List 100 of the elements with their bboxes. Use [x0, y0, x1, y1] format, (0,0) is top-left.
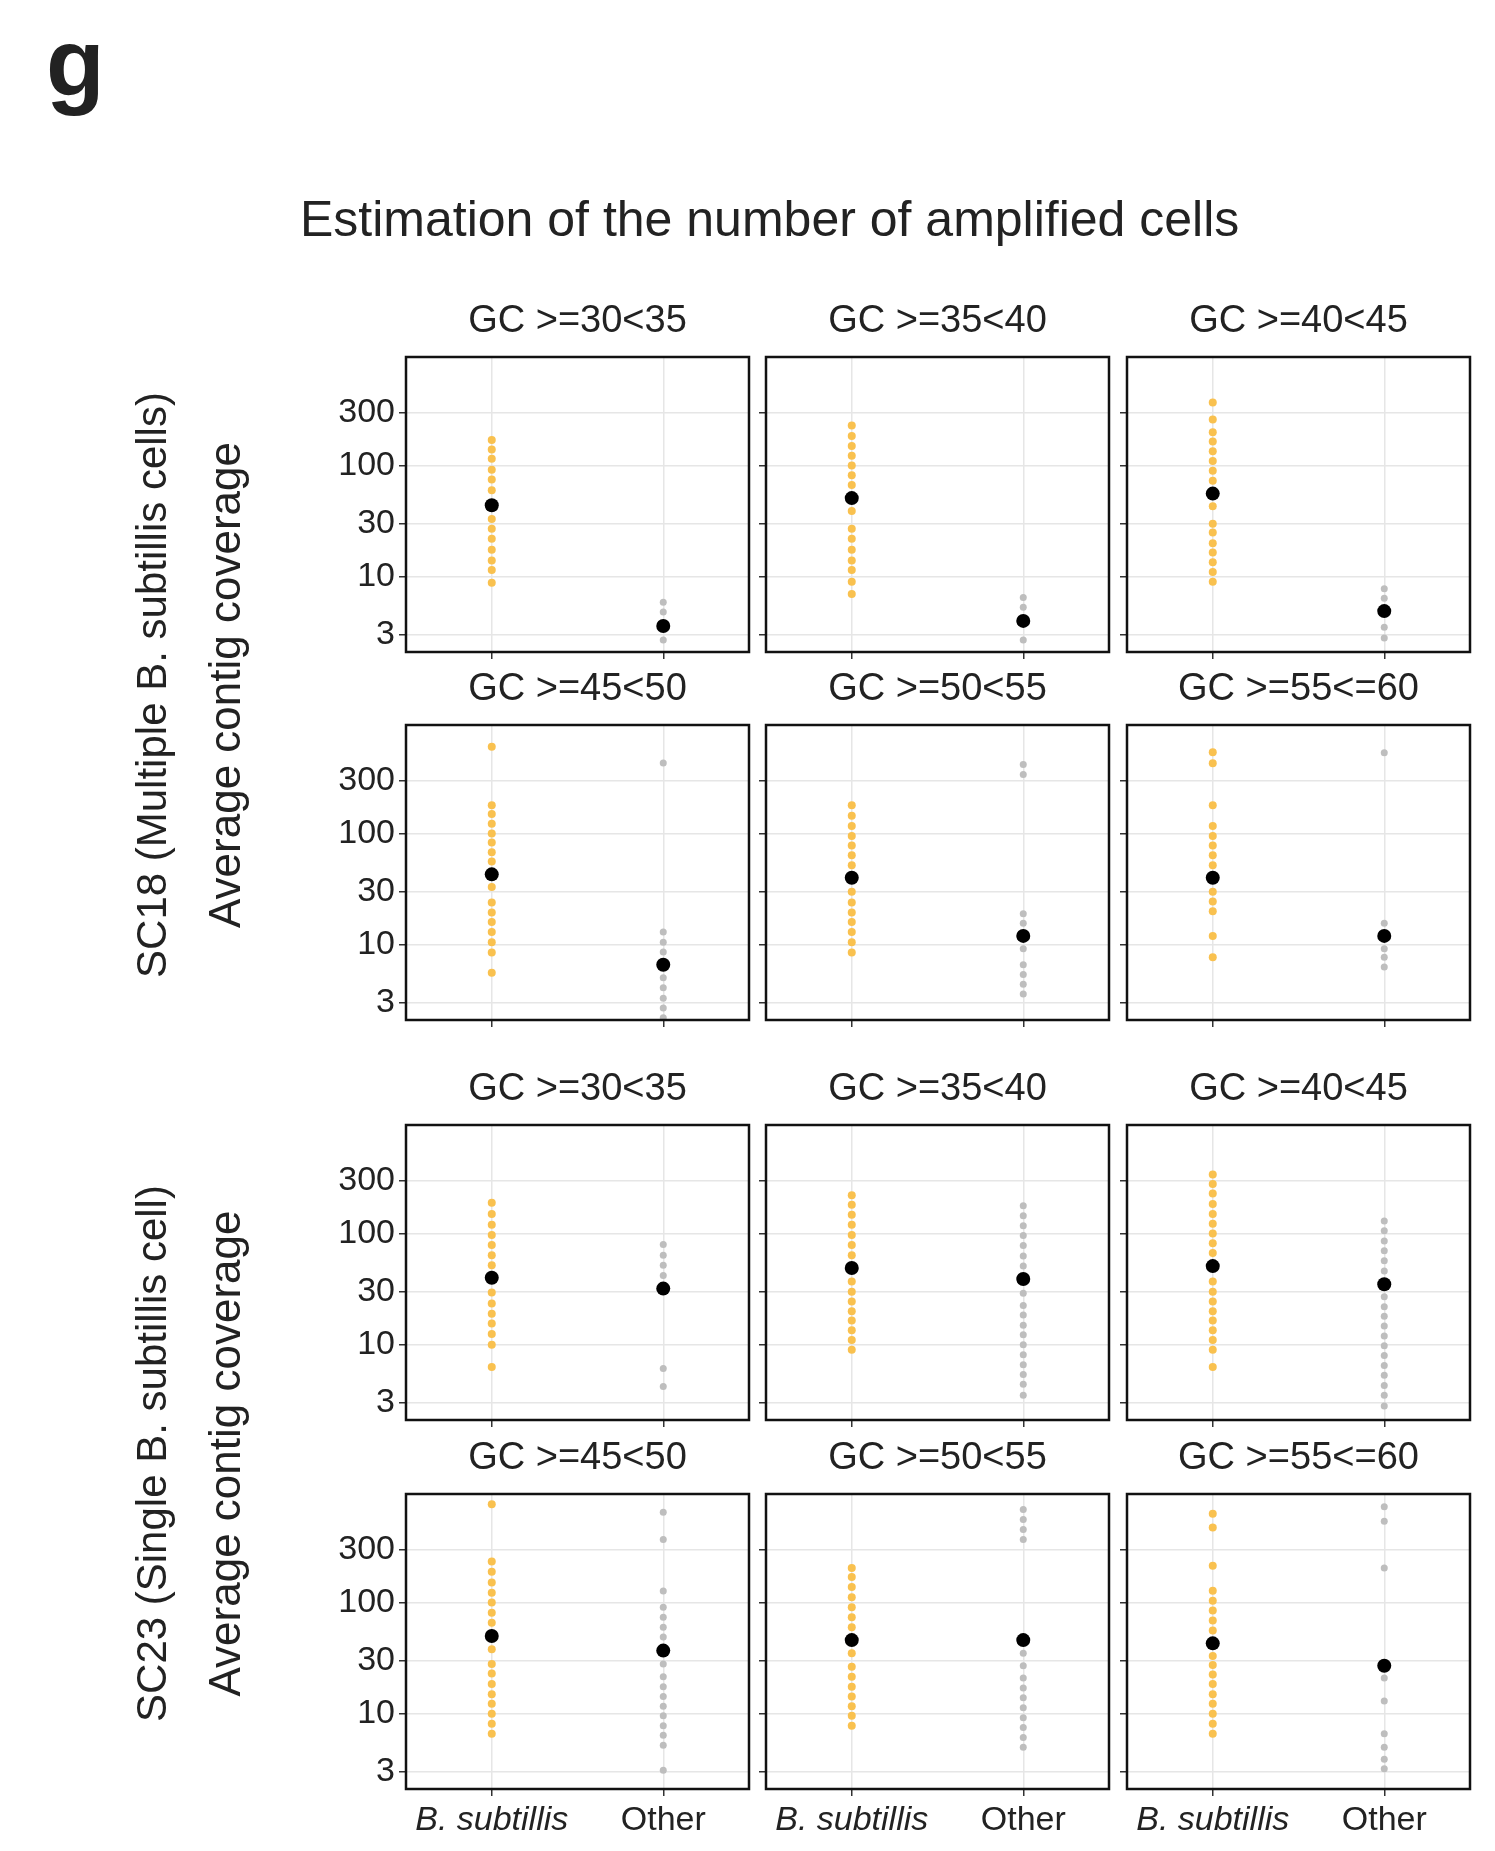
point — [487, 445, 496, 454]
point — [487, 857, 496, 866]
point — [487, 801, 496, 810]
point — [847, 861, 856, 870]
text: SC18 (Multiple B. subtillis cells) — [128, 391, 176, 980]
point — [487, 1220, 496, 1229]
point — [847, 832, 856, 841]
point — [847, 577, 856, 586]
point — [487, 515, 496, 524]
point — [847, 471, 856, 480]
chart-title: GC >=35<40 — [827, 1066, 1048, 1109]
point — [487, 1319, 496, 1328]
point — [1208, 832, 1217, 841]
point — [1208, 558, 1217, 567]
point — [847, 928, 856, 937]
point — [847, 811, 856, 820]
chart-title: GC >=40<45 — [1188, 1066, 1409, 1109]
y-tick-label: 3 — [376, 1381, 395, 1420]
point — [1208, 748, 1217, 757]
point — [487, 1261, 496, 1270]
point — [1208, 822, 1217, 831]
point — [1208, 759, 1217, 768]
y-axis-title: Average contig coverage — [200, 441, 250, 930]
chart-title: GC >=30<35 — [467, 298, 688, 341]
point — [487, 1251, 496, 1260]
point — [487, 1231, 496, 1240]
point — [487, 908, 496, 917]
y-tick-label: 3 — [376, 981, 395, 1020]
point — [1208, 457, 1217, 466]
point — [487, 545, 496, 554]
point — [847, 851, 856, 860]
point — [1208, 851, 1217, 860]
point — [847, 545, 856, 554]
point — [487, 475, 496, 484]
point — [487, 742, 496, 751]
point — [487, 848, 496, 857]
point — [847, 918, 856, 927]
point — [1208, 528, 1217, 537]
chart-title: GC >=30<35 — [467, 1066, 688, 1109]
point — [487, 898, 496, 907]
y-tick-label: 30 — [357, 502, 395, 541]
chart-title: GC >=55<=60 — [1177, 666, 1420, 709]
point — [847, 898, 856, 907]
y-tick-label: 10 — [357, 555, 395, 594]
point — [1208, 466, 1217, 475]
text: g — [46, 8, 105, 118]
point — [847, 938, 856, 947]
point — [487, 454, 496, 463]
point — [1208, 577, 1217, 586]
x-tick-label: Other — [1341, 1798, 1427, 1837]
point — [1208, 897, 1217, 906]
point — [1208, 953, 1217, 962]
point — [1205, 870, 1220, 885]
point — [1208, 539, 1217, 548]
point — [1208, 447, 1217, 456]
point — [487, 1198, 496, 1207]
point — [847, 589, 856, 598]
point — [484, 1270, 499, 1285]
point — [487, 436, 496, 445]
point — [487, 565, 496, 574]
point — [1208, 801, 1217, 810]
point — [847, 887, 856, 896]
point — [487, 829, 496, 838]
y-tick-label: 300 — [338, 1158, 395, 1197]
point — [487, 1309, 496, 1318]
point — [847, 524, 856, 533]
point — [847, 421, 856, 430]
y-tick-label: 30 — [357, 1639, 395, 1678]
chart-title: GC >=45<50 — [467, 666, 688, 709]
x-tick-label: B. subtillis — [775, 1798, 929, 1837]
point — [1208, 907, 1217, 916]
point — [847, 948, 856, 957]
point — [847, 841, 856, 850]
point — [487, 1240, 496, 1249]
y-tick-label: 10 — [357, 923, 395, 962]
y-axis-title: Average contig coverage — [200, 1209, 250, 1699]
point — [847, 442, 856, 451]
point — [487, 1329, 496, 1338]
point — [487, 838, 496, 847]
chart-title: GC >=55<=60 — [1177, 1435, 1420, 1478]
chart-title: GC >=35<40 — [827, 298, 1048, 341]
point — [487, 1299, 496, 1308]
point — [847, 801, 856, 810]
point — [1208, 476, 1217, 485]
point — [1205, 486, 1220, 501]
point — [487, 465, 496, 474]
point — [847, 507, 856, 516]
y-tick-label: 100 — [338, 1211, 395, 1250]
point — [487, 918, 496, 927]
point — [1208, 428, 1217, 437]
point — [1208, 887, 1217, 896]
point — [487, 948, 496, 957]
point — [487, 1288, 496, 1297]
point — [847, 451, 856, 460]
point — [487, 819, 496, 828]
y-tick-label: 10 — [357, 1323, 395, 1362]
point — [847, 822, 856, 831]
point — [487, 534, 496, 543]
point — [487, 486, 496, 495]
y-tick-label: 10 — [357, 1692, 395, 1731]
